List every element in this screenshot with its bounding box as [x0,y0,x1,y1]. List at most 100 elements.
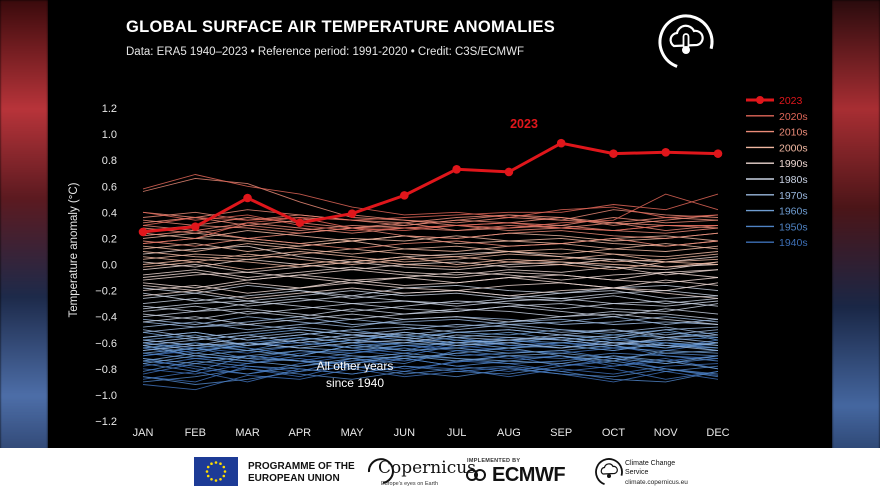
series-line-1970s [142,334,719,346]
point-2023 [400,191,409,200]
series-line-1980s [142,297,719,312]
y-tick-label: −0.4 [95,312,117,324]
point-2023 [504,167,514,177]
series-line-1980s [142,308,719,320]
series-line-1980s [142,313,719,325]
x-tick-label: AUG [497,427,521,439]
series-line-1950s [142,355,719,372]
x-tick-label: JUL [447,427,467,439]
x-tick-label: FEB [185,427,206,439]
c3s-url: climate.copernicus.eu [625,479,688,486]
chart-subtitle: Data: ERA5 1940–2023 • Reference period:… [126,46,524,58]
highlight-label: 2023 [510,117,538,131]
series-line-2000s [142,258,719,271]
point-2023 [295,218,305,228]
eu-flag-icon [194,457,238,486]
legend-label: 2010s [779,127,808,139]
series-line-2020s [142,193,719,232]
series-line-2000s [142,253,719,265]
point-2023 [661,148,671,157]
legend-label: 1980s [779,174,808,186]
y-tick-label: 0.8 [102,155,117,167]
series-line-2010s [142,227,719,239]
x-tick-label: OCT [602,427,626,439]
x-tick-label: APR [289,427,312,439]
series-line-1970s [142,324,719,336]
footer-logos: PROGRAMME OF THE EUROPEAN UNION Copernic… [0,448,880,495]
point-2023 [452,164,461,174]
y-axis-label: Temperature anomaly (°C) [68,182,80,317]
series-line-1990s [142,271,719,284]
series-line-1990s [142,258,719,271]
series-line-2020s [142,174,719,218]
y-tick-label: 1.0 [102,129,117,141]
series-line-2020s [142,193,719,245]
series-line-2000s [142,243,719,255]
series-line-1990s [142,269,719,281]
series-line-1970s [142,331,719,346]
series-line-2000s [142,248,719,260]
x-tick-label: MAR [235,427,260,439]
y-tick-label: −0.6 [95,338,117,350]
ecmwf-mark-icon [466,469,486,481]
c3s-name: Climate Change Service [625,460,676,476]
y-tick-label: 1.2 [102,103,117,115]
ecmwf-wordmark: ECMWF [492,464,566,486]
point-2023 [609,149,618,158]
temperature-chart: 1.2 1.0 0.8 0.6 0.4 0.2 0.0 −0.2 −0.4 −0.6 −0.8 −1.… [68,95,808,439]
series-line-1990s [142,282,719,294]
chart-title: GLOBAL SURFACE AIR TEMPERATURE ANOMALIES [126,18,556,36]
x-axis: JAN FEB MAR APR MAY JUN JUL AUG SEP OCT NOV DEC [133,427,730,439]
series-line-2010s [142,217,719,229]
y-tick-label: −1.0 [95,390,117,402]
series-line-2000s [142,240,719,252]
series-line-1980s [142,303,719,315]
y-tick-label: 0.6 [102,181,117,193]
annotation-line-2: since 1940 [326,376,384,390]
x-tick-label: DEC [706,427,729,439]
point-2023 [556,138,566,148]
series-line-1990s [142,277,719,292]
legend-label: 1970s [779,190,808,202]
series-line-1950s [142,360,719,378]
other-years-lines [142,174,719,391]
series-line-1960s [142,344,719,357]
legend-label: 2000s [779,142,808,154]
legend-label: 2023 [779,95,803,107]
series-line-2020s [142,211,718,232]
series-line-2000s [142,256,719,268]
y-tick-label: 0.4 [102,207,117,219]
copernicus-tagline: Europe's eyes on Earth [381,481,439,487]
legend-label: 1940s [779,237,808,249]
series-line-1940s [142,355,719,383]
highlight-series-2023: 2023 [138,117,723,237]
c3s-logo-icon [595,458,623,486]
legend-label: 1960s [779,206,808,218]
point-2023 [138,227,148,237]
point-2023 [713,149,723,158]
series-line-2010s [142,209,719,224]
series-line-1950s [142,365,719,385]
series-line-1970s [142,339,719,352]
copernicus-wordmark: Copernicus [378,458,476,478]
series-line-2010s [142,237,719,250]
series-line-1990s [142,274,719,289]
legend-label: 1990s [779,158,808,170]
x-tick-label: JAN [133,427,154,439]
series-line-1990s [142,261,719,273]
annotation-line-1: All other years [317,359,394,373]
x-tick-label: JUN [394,427,415,439]
legend: 2023 2020s 2010s 2000s 1990s 1980s 1970s 1960s 1… [746,95,808,249]
programme-text: PROGRAMME OF THE EUROPEAN UNION [248,461,355,484]
x-tick-label: SEP [550,427,572,439]
y-tick-label: −0.2 [95,286,117,298]
legend-label: 1950s [779,221,808,233]
point-2023 [243,193,252,203]
series-line-1950s [142,368,719,383]
series-line-1970s [142,318,719,331]
series-line-1960s [142,352,719,365]
y-axis: 1.2 1.0 0.8 0.6 0.4 0.2 0.0 −0.2 −0.4 −0.6 −0.8 −1.… [95,103,117,428]
point-2023 [190,222,200,231]
series-line-1980s [142,290,719,302]
point-2023 [347,209,357,218]
